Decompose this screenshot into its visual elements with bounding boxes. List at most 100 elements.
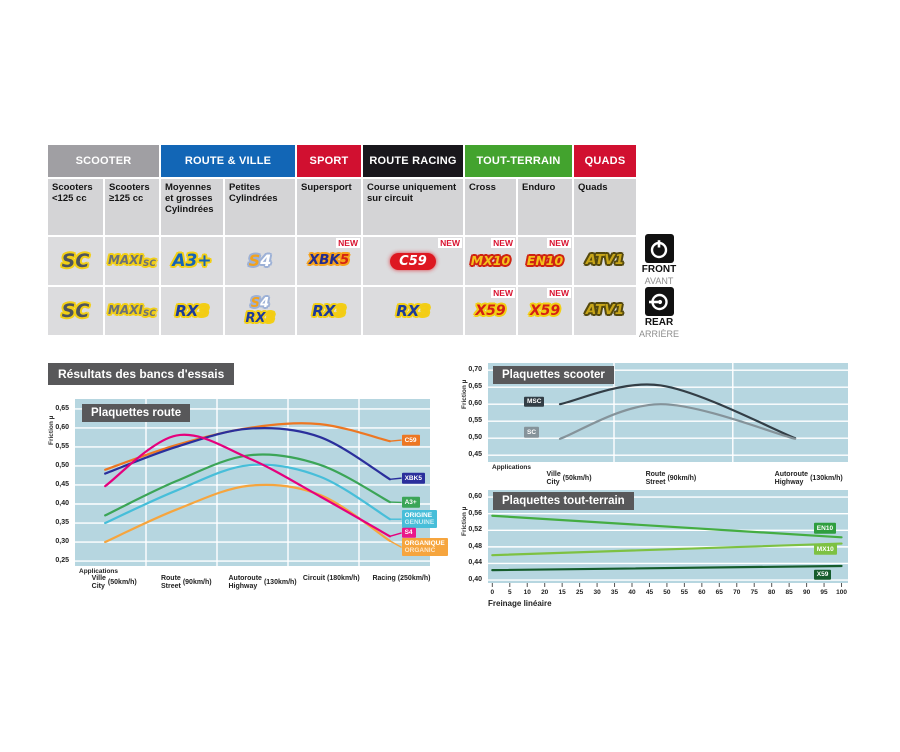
subheader-quads: Quads bbox=[574, 179, 636, 235]
x-tick-label: 0 bbox=[490, 589, 495, 596]
series-line-mx10 bbox=[491, 542, 843, 557]
category-header-route-ville: ROUTE & VILLE bbox=[161, 145, 295, 177]
product-cell-rear-rx3: RX3 bbox=[363, 287, 463, 335]
front-label-en: FRONT bbox=[641, 264, 677, 275]
logo-a3: A3+ bbox=[172, 250, 212, 271]
x-tick-label: 15 bbox=[558, 589, 566, 596]
product-cell-rear-x59: NEW X59 bbox=[518, 287, 572, 335]
rear-marker: REAR ARRIÈRE bbox=[639, 287, 679, 339]
category-header-sport: SPORT bbox=[297, 145, 361, 177]
series-label-mx10: MX10 bbox=[813, 544, 837, 555]
subheader-petites-cylindr-es: Petites Cylindrées bbox=[225, 179, 295, 235]
y-tick-label: 0,50 bbox=[55, 461, 69, 469]
series-label-a3: A3+ bbox=[401, 497, 420, 508]
y-tick-label: 0,44 bbox=[468, 559, 482, 567]
logo-rx3: RX3 bbox=[312, 301, 346, 320]
x-tick-label: 100 bbox=[836, 589, 847, 596]
product-cell-front-mx10: NEW MX10 bbox=[465, 237, 516, 285]
chart-title-scooter: Plaquettes scooter bbox=[493, 366, 614, 384]
logo-x59: X59 bbox=[529, 303, 561, 319]
y-tick-label: 0,70 bbox=[468, 366, 482, 374]
subheader-scooters-125-cc: Scooters ≥125 cc bbox=[105, 179, 159, 235]
logo-sc: SC bbox=[61, 249, 90, 272]
series-label-x59: X59 bbox=[813, 569, 832, 580]
logo-s4: S4 bbox=[250, 296, 270, 311]
series-label-s4: S4 bbox=[401, 527, 416, 539]
logo-maxi-sc-suffix: SC bbox=[142, 258, 157, 269]
product-cell-front-xbk5: NEW XBK5 bbox=[297, 237, 361, 285]
x-tick-label: 35 bbox=[610, 589, 619, 596]
chart-canvas-terrain bbox=[488, 490, 848, 587]
product-cell-front-en10: NEW EN10 bbox=[518, 237, 572, 285]
chart-canvas-route bbox=[75, 399, 430, 566]
series-label-organique-organic: ORGANIQUE ORGANIC bbox=[401, 538, 448, 557]
chart-plaquettes-tout-terrain: Plaquettes tout-terrain Friction µ 0,60 0,5… bbox=[461, 490, 848, 608]
y-tick-label: 0,56 bbox=[468, 509, 482, 517]
logo-rx3: RX3 bbox=[396, 301, 430, 320]
x-tick-label: 80 bbox=[768, 589, 776, 596]
x-category-label-racing: Racing (250km/h) bbox=[372, 575, 431, 582]
x-tick-label: 25 bbox=[575, 589, 584, 596]
y-tick-label: 0,65 bbox=[55, 404, 69, 412]
logo-maxi-sc: MAXISC bbox=[107, 302, 157, 319]
x-tick-label: 75 bbox=[750, 589, 758, 596]
product-cell-rear-x59: NEW X59 bbox=[465, 287, 516, 335]
new-badge: NEW bbox=[547, 288, 571, 299]
y-tick-label: 0,45 bbox=[468, 451, 482, 459]
series-line-s4 bbox=[104, 433, 391, 538]
x-tick-label: 30 bbox=[593, 589, 601, 596]
y-tick-label: 0,40 bbox=[55, 499, 69, 507]
y-tick-label: 0,60 bbox=[55, 423, 69, 431]
product-cell-front-s4: S4 bbox=[225, 237, 295, 285]
rear-disc-icon bbox=[644, 287, 674, 316]
series-leader-s4 bbox=[389, 532, 402, 537]
x-tick-label: 65 bbox=[715, 589, 723, 596]
logo-en10: EN10 bbox=[526, 252, 564, 268]
product-cell-rear-maxi-sc: MAXISC bbox=[105, 287, 159, 335]
subheader-cross: Cross bbox=[465, 179, 516, 235]
front-label-fr: AVANT bbox=[644, 276, 674, 286]
new-badge: NEW bbox=[336, 238, 360, 249]
new-badge: NEW bbox=[438, 238, 462, 249]
y-tick-label: 0,45 bbox=[55, 480, 69, 488]
y-tick-label: 0,30 bbox=[55, 538, 69, 546]
series-leader-c59 bbox=[389, 439, 402, 442]
x-tick-label: 60 bbox=[698, 589, 706, 596]
rear-label-fr: ARRIÈRE bbox=[639, 329, 680, 339]
series-leader-organique-organic bbox=[389, 540, 402, 548]
series-line-origine-genuine bbox=[104, 463, 391, 525]
y-tick-label: 0,52 bbox=[468, 526, 482, 534]
product-cell-front-sc: SC bbox=[48, 237, 103, 285]
x-category-label-circuit: Circuit (180km/h) bbox=[302, 575, 360, 582]
subheader-supersport: Supersport bbox=[297, 179, 361, 235]
y-tick-label: 0,60 bbox=[468, 493, 482, 501]
x-tick-label: 45 bbox=[645, 589, 654, 596]
chart-title-terrain: Plaquettes tout-terrain bbox=[493, 492, 634, 510]
product-cell-front-a3: A3+ bbox=[161, 237, 223, 285]
product-cell-rear-atv1: ATV1 bbox=[574, 287, 636, 335]
category-header-scooter: SCOOTER bbox=[48, 145, 159, 177]
product-cell-rear-s4-rx3: S4 RX3 bbox=[225, 287, 295, 335]
x-tick-label: 10 bbox=[523, 589, 531, 596]
y-tick-label: 0,60 bbox=[468, 400, 482, 408]
section-title: Résultats des bancs d'essais bbox=[48, 363, 235, 385]
series-line-a3 bbox=[104, 453, 391, 517]
x-tick-label: 50 bbox=[663, 589, 671, 596]
product-cell-front-maxi-sc: MAXISC bbox=[105, 237, 159, 285]
series-label-en10: EN10 bbox=[813, 522, 837, 534]
x-category-label-ville: Ville City (50km/h) bbox=[91, 575, 137, 590]
series-label-msc: MSC bbox=[524, 396, 545, 408]
series-line-x59 bbox=[491, 564, 843, 572]
rear-label-en: REAR bbox=[644, 317, 674, 328]
x-tick-label: 5 bbox=[507, 589, 512, 596]
product-cell-rear-sc: SC bbox=[48, 287, 103, 335]
series-line-organique-organic bbox=[104, 483, 391, 544]
logo-xbk5: XBK5 bbox=[308, 252, 350, 269]
product-cell-front-c59: NEW C59 bbox=[363, 237, 463, 285]
product-cell-rear-rx3: RX3 bbox=[161, 287, 223, 335]
y-tick-label: 0,40 bbox=[468, 576, 482, 584]
logo-atv1: ATV1 bbox=[585, 252, 625, 269]
x-category-label-ville: Ville City (50km/h) bbox=[546, 471, 592, 486]
x-tick-label: 85 bbox=[785, 589, 793, 596]
